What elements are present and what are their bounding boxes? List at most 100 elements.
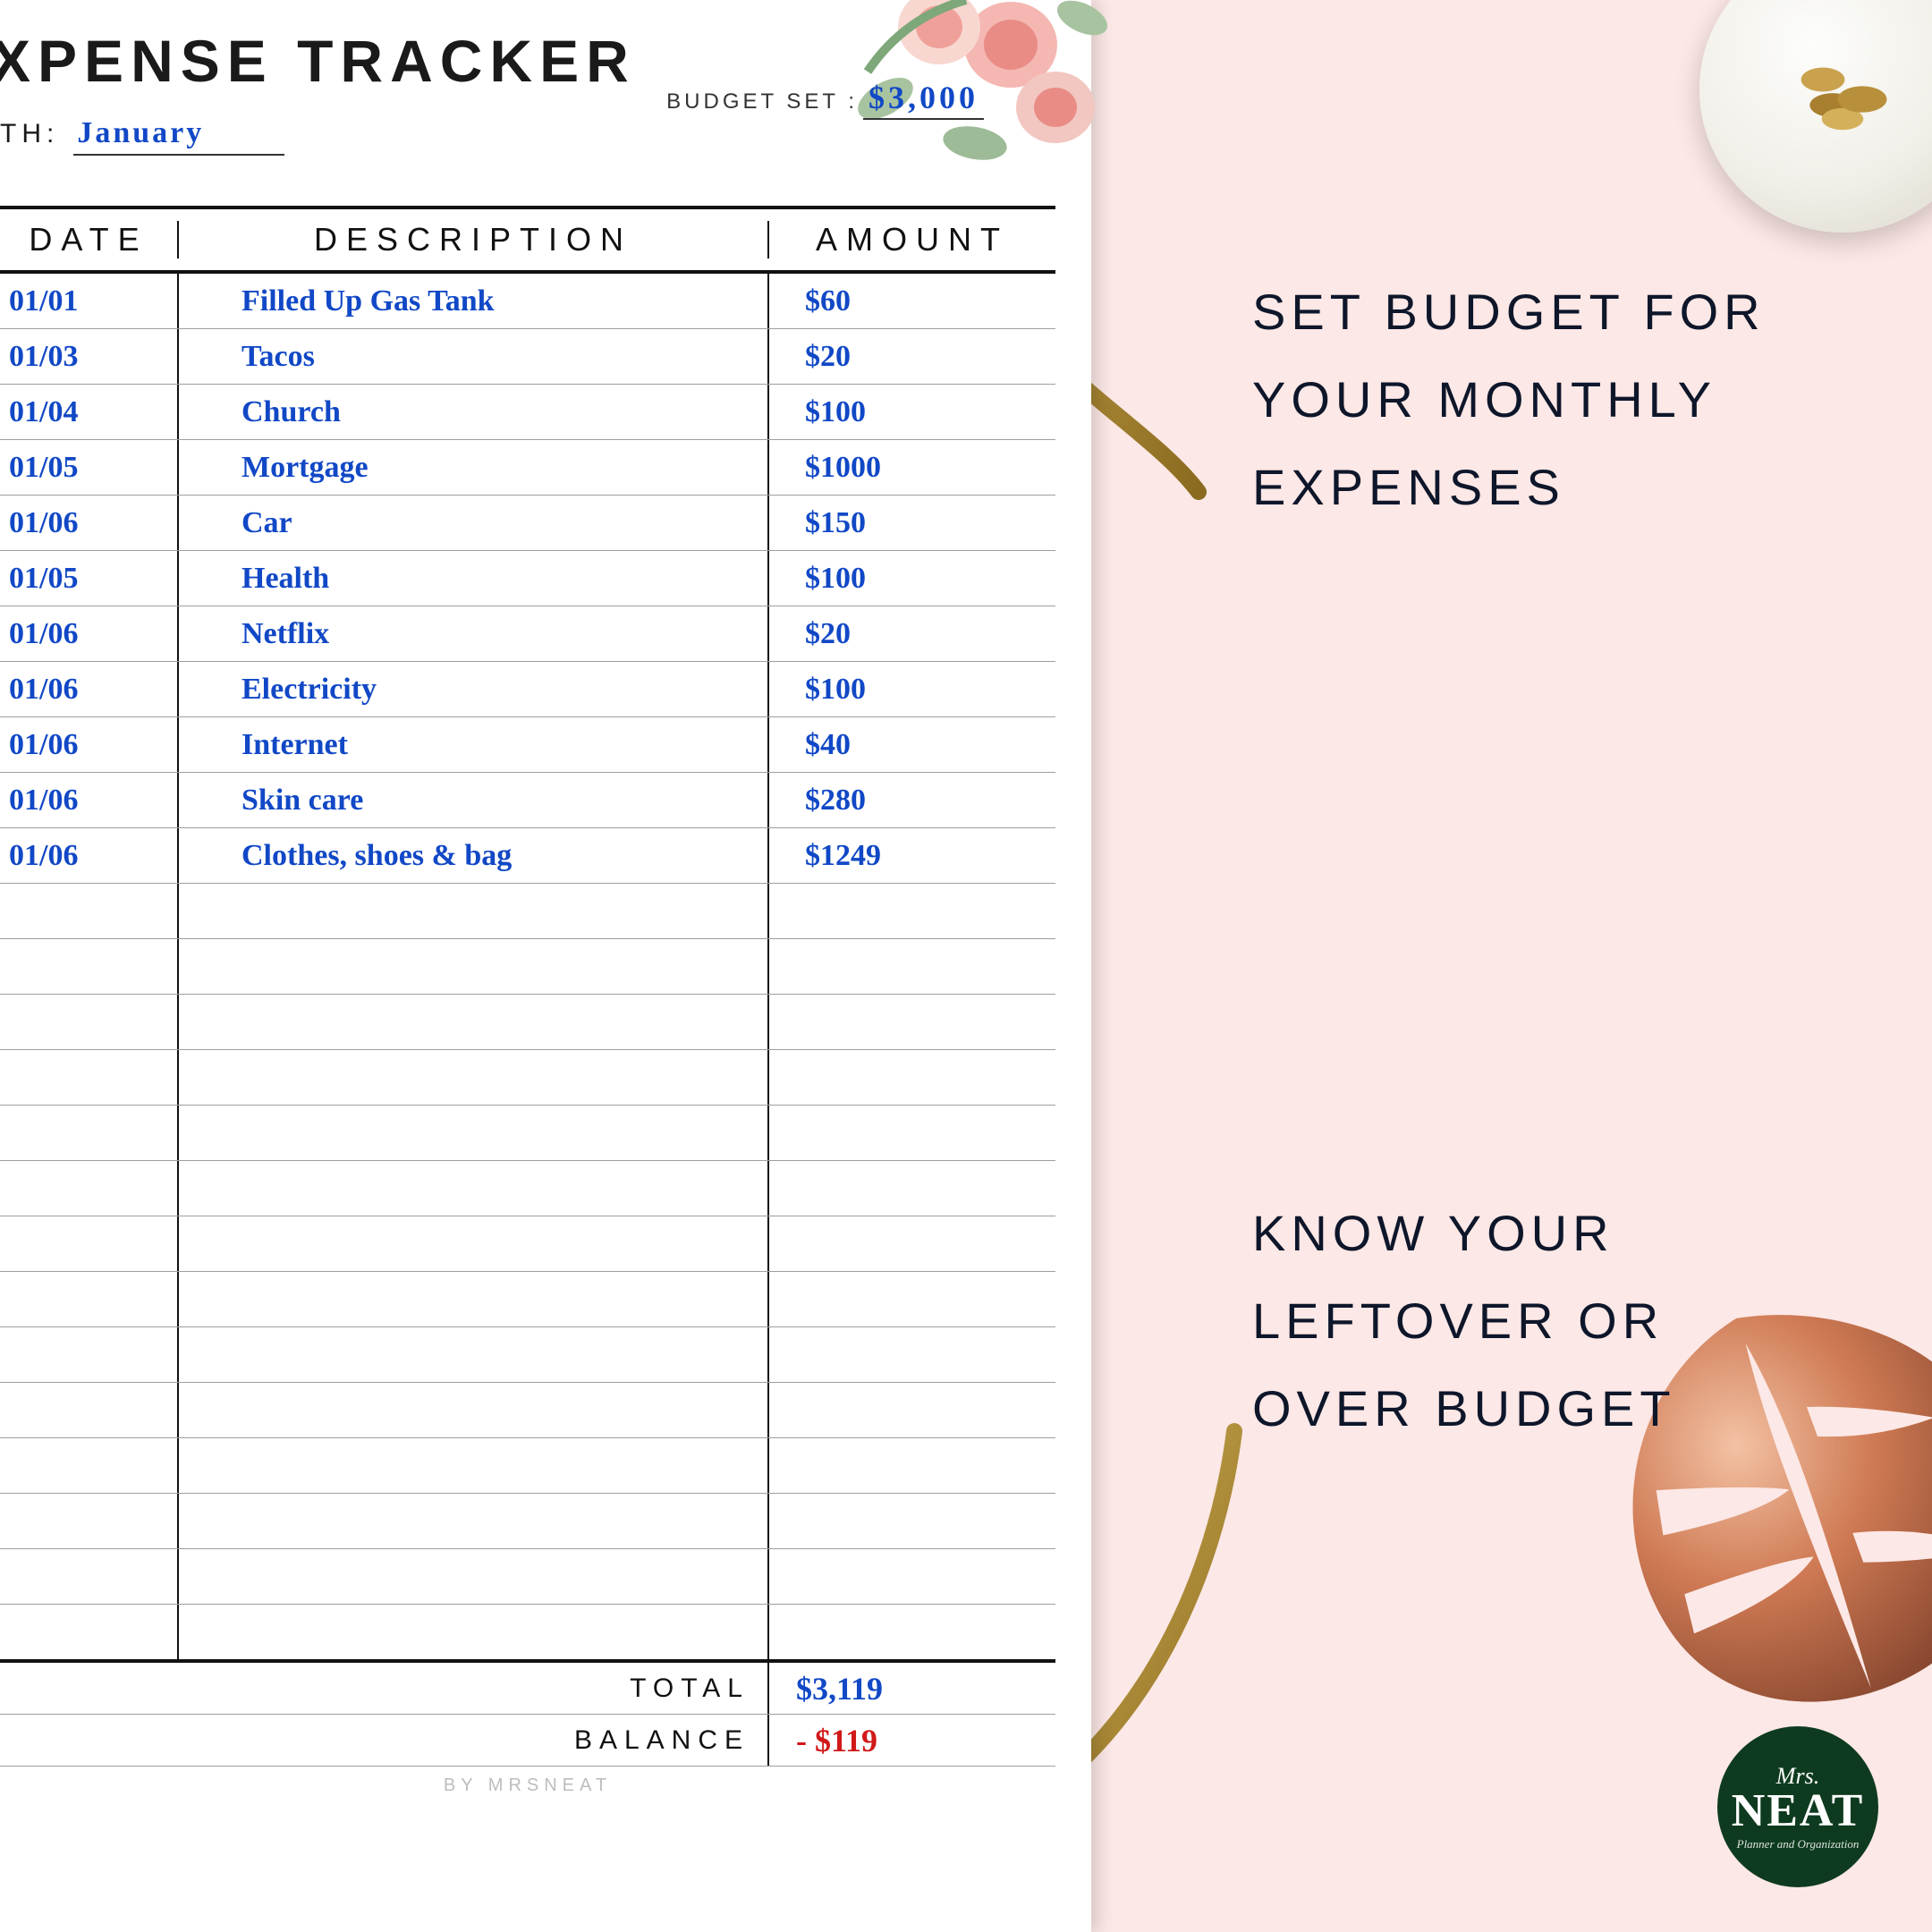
table-row: 01/05Mortgage$1000 [0,440,1055,496]
cell-amount: $40 [769,717,1055,772]
month-row: TH: January [0,116,284,156]
table-row [0,995,1055,1050]
cell-desc: Skin care [179,773,769,827]
cell-desc: Electricity [179,662,769,716]
budget-label: BUDGET SET : [666,89,858,114]
cell-date [0,939,179,994]
cell-desc [179,1327,769,1382]
cell-amount [769,1383,1055,1437]
cell-amount: $280 [769,773,1055,827]
header-date: DATE [0,221,179,258]
cell-desc: Mortgage [179,440,769,495]
cell-desc [179,939,769,994]
cell-desc [179,1106,769,1160]
cell-date [0,1494,179,1548]
callout-set-budget: SET BUDGET FOR YOUR MONTHLY EXPENSES [1252,268,1807,531]
cell-date [0,1605,179,1659]
page-title: XPENSE TRACKER [0,27,636,95]
table-row [0,1383,1055,1438]
table-row: 01/06Clothes, shoes & bag$1249 [0,828,1055,884]
cell-amount [769,1438,1055,1493]
table-row: 01/06Electricity$100 [0,662,1055,717]
table-row: 01/01Filled Up Gas Tank$60 [0,274,1055,329]
cell-desc [179,1605,769,1659]
cell-amount [769,1106,1055,1160]
cell-date: 01/05 [0,551,179,606]
cell-desc: Netflix [179,606,769,661]
binder-clip-bowl [1699,0,1932,233]
balance-value: - $119 [769,1722,1055,1759]
table-header: DATE DESCRIPTION AMOUNT [0,209,1055,274]
cell-amount: $100 [769,385,1055,439]
cell-date: 01/06 [0,828,179,883]
table-row [0,884,1055,939]
cell-desc [179,1494,769,1548]
callout-balance: KNOW YOUR LEFTOVER OR OVER BUDGET [1252,1190,1807,1453]
cell-amount [769,1050,1055,1105]
cell-amount: $1000 [769,440,1055,495]
cell-amount: $1249 [769,828,1055,883]
cell-amount [769,995,1055,1049]
badge-line2: NEAT [1732,1784,1865,1837]
cell-date: 01/05 [0,440,179,495]
cell-amount [769,939,1055,994]
table-row: 01/05Health$100 [0,551,1055,606]
cell-amount [769,884,1055,938]
brand-badge: Mrs. NEAT Planner and Organization [1717,1726,1878,1887]
table-footer: TOTAL $3,119 BALANCE - $119 [0,1659,1055,1767]
cell-date: 01/06 [0,773,179,827]
cell-amount [769,1605,1055,1659]
cell-date: 01/03 [0,329,179,384]
cell-date [0,1050,179,1105]
cell-date: 01/06 [0,717,179,772]
cell-date: 01/06 [0,606,179,661]
cell-desc: Tacos [179,329,769,384]
cell-date [0,1327,179,1382]
badge-line3: Planner and Organization [1737,1837,1860,1852]
total-row: TOTAL $3,119 [0,1663,1055,1715]
balance-label: BALANCE [0,1715,769,1766]
cell-desc: Clothes, shoes & bag [179,828,769,883]
cell-desc [179,884,769,938]
cell-desc [179,1438,769,1493]
table-row [0,1216,1055,1272]
tracker-document: XPENSE TRACKER TH: January BUDGET SET : … [0,0,1091,1932]
table-row [0,1494,1055,1549]
cell-date [0,1383,179,1437]
cell-date: 01/06 [0,496,179,550]
table-row [0,1549,1055,1605]
table-row [0,1438,1055,1494]
cell-amount [769,1216,1055,1271]
table-row [0,1106,1055,1161]
table-row [0,1161,1055,1216]
cell-amount [769,1494,1055,1548]
table-row [0,1050,1055,1106]
cell-date [0,1216,179,1271]
cell-desc: Health [179,551,769,606]
total-label: TOTAL [0,1663,769,1714]
cell-desc [179,1161,769,1216]
month-label: TH: [0,119,59,149]
header-amount: AMOUNT [769,221,1055,258]
cell-amount: $100 [769,551,1055,606]
table-row: 01/06Skin care$280 [0,773,1055,828]
table-row: 01/06Internet$40 [0,717,1055,773]
cell-desc [179,1050,769,1105]
header-desc: DESCRIPTION [179,221,769,258]
table-row: 01/06Car$150 [0,496,1055,551]
cell-desc [179,995,769,1049]
cell-date [0,884,179,938]
cell-date [0,1438,179,1493]
cell-amount [769,1161,1055,1216]
cell-date: 01/01 [0,274,179,328]
balance-row: BALANCE - $119 [0,1715,1055,1767]
cell-desc: Church [179,385,769,439]
byline: BY MRSNEAT [0,1775,1055,1796]
cell-amount [769,1327,1055,1382]
cell-desc: Car [179,496,769,550]
budget-value: $3,000 [863,79,984,120]
cell-date: 01/06 [0,662,179,716]
cell-amount: $20 [769,329,1055,384]
table-row [0,1327,1055,1383]
table-row [0,1605,1055,1660]
